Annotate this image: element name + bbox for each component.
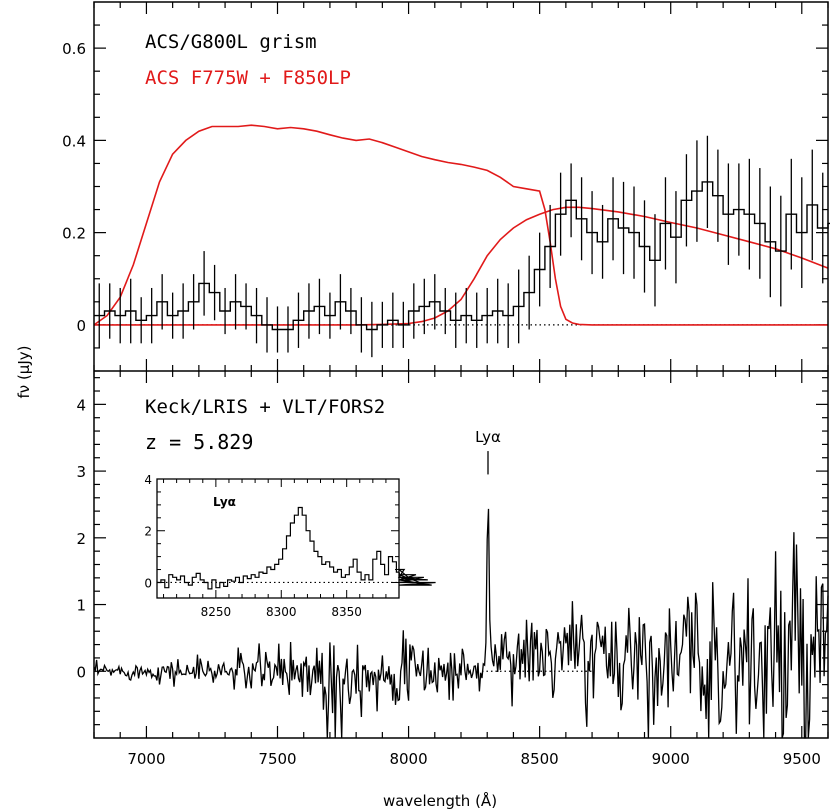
x-tick-label: 7500 bbox=[258, 750, 296, 768]
lris-fors2-spectrum bbox=[93, 508, 829, 739]
inset-axes: 8250 8300 8350 0 2 4 bbox=[144, 473, 400, 619]
y-tick-label: 0.4 bbox=[62, 132, 86, 150]
spectrum-trace bbox=[93, 508, 829, 739]
inset-frame bbox=[156, 478, 400, 599]
legend-keck-vlt: Keck/LRIS + VLT/FORS2 bbox=[145, 396, 385, 418]
lya-line-label: Lyα bbox=[475, 428, 501, 446]
y-tick-label: 1 bbox=[76, 597, 86, 615]
x-tick-label: 9000 bbox=[652, 750, 690, 768]
y-tick-label: 4 bbox=[76, 396, 86, 414]
grism-spectrum bbox=[94, 135, 830, 358]
inset-x-tick-label: 8350 bbox=[331, 605, 362, 619]
plot-frame bbox=[93, 1, 829, 739]
top-panel: 0 0.2 0.4 0.6 ACS/G800L grism ACS F775W + F… bbox=[62, 2, 830, 372]
legend-grism: ACS/G800L grism bbox=[145, 31, 317, 53]
x-tick-label: 8000 bbox=[389, 750, 427, 768]
x-tick-label: 8500 bbox=[521, 750, 559, 768]
y-tick-label: 2 bbox=[76, 530, 86, 548]
inset-y-tick-label: 0 bbox=[144, 576, 152, 590]
y-tick-label: 0.6 bbox=[62, 40, 86, 58]
inset-histogram bbox=[157, 506, 436, 590]
legend-filters: ACS F775W + F850LP bbox=[145, 67, 351, 89]
inset-y-tick-label: 2 bbox=[144, 525, 152, 539]
y-tick-label: 3 bbox=[76, 463, 86, 481]
y-tick-label: 0.2 bbox=[62, 225, 86, 243]
top-panel-axes: 0 0.2 0.4 0.6 bbox=[62, 2, 829, 372]
redshift-label: z = 5.829 bbox=[145, 430, 253, 454]
x-tick-label: 7000 bbox=[127, 750, 165, 768]
grism-histogram bbox=[94, 181, 830, 331]
x-axis-label: wavelength (Å) bbox=[383, 791, 497, 810]
x-tick-label: 9500 bbox=[783, 750, 821, 768]
inset-x-tick-label: 8300 bbox=[266, 605, 297, 619]
inset-x-tick-label: 8250 bbox=[201, 605, 232, 619]
y-tick-label: 0 bbox=[76, 663, 86, 681]
inset-y-tick-label: 4 bbox=[144, 473, 152, 487]
bottom-panel-axes: 7000 7500 8000 8500 9000 9500 0 1 2 3 4 bbox=[76, 371, 829, 768]
filter-curve-f775w bbox=[93, 124, 828, 326]
bottom-panel: 7000 7500 8000 8500 9000 9500 0 1 2 3 4 Keck/LRIS … bbox=[76, 371, 829, 768]
y-tick-label: 0 bbox=[76, 317, 86, 335]
y-axis-label: fν (μJy) bbox=[15, 346, 33, 399]
inset-plot: 8250 8300 8350 0 2 4 Lyα bbox=[144, 473, 436, 619]
inset-lya-label: Lyα bbox=[213, 495, 236, 509]
inset-spectrum bbox=[157, 506, 436, 590]
